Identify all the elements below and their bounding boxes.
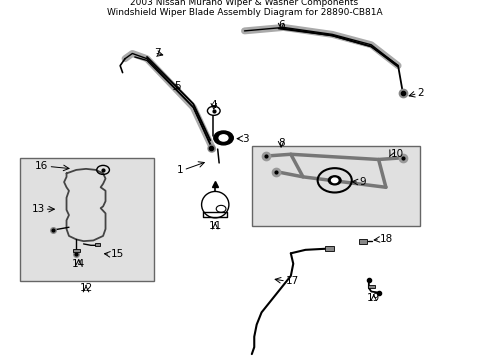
Text: 14: 14 <box>72 259 85 269</box>
Text: 3: 3 <box>242 134 248 144</box>
Text: 2: 2 <box>417 89 424 98</box>
Text: 4: 4 <box>210 100 217 110</box>
Circle shape <box>328 176 340 185</box>
Text: 10: 10 <box>390 149 403 159</box>
Circle shape <box>213 131 233 145</box>
Bar <box>251 145 419 225</box>
Text: 5: 5 <box>173 81 180 91</box>
Bar <box>20 158 154 281</box>
Text: 8: 8 <box>277 138 284 148</box>
Bar <box>73 249 80 252</box>
Bar <box>20 158 154 281</box>
Bar <box>95 243 100 246</box>
Bar <box>367 285 374 288</box>
Text: 9: 9 <box>358 177 365 187</box>
Bar <box>251 145 419 225</box>
Text: 6: 6 <box>277 20 284 30</box>
Text: 19: 19 <box>366 293 380 303</box>
Text: 7: 7 <box>154 48 161 58</box>
Text: 12: 12 <box>79 283 92 293</box>
Text: 18: 18 <box>379 234 392 244</box>
Text: 17: 17 <box>285 276 299 286</box>
Text: 2003 Nissan Murano Wiper & Washer Components
Windshield Wiper Blade Assembly Dia: 2003 Nissan Murano Wiper & Washer Compon… <box>106 0 382 17</box>
Bar <box>325 246 333 251</box>
Text: 13: 13 <box>31 204 44 214</box>
Circle shape <box>219 135 227 141</box>
Text: 11: 11 <box>208 221 222 230</box>
Bar <box>358 239 366 244</box>
Text: 1: 1 <box>177 165 183 175</box>
Text: 15: 15 <box>110 249 123 259</box>
Text: 16: 16 <box>35 161 48 171</box>
Circle shape <box>331 178 337 183</box>
